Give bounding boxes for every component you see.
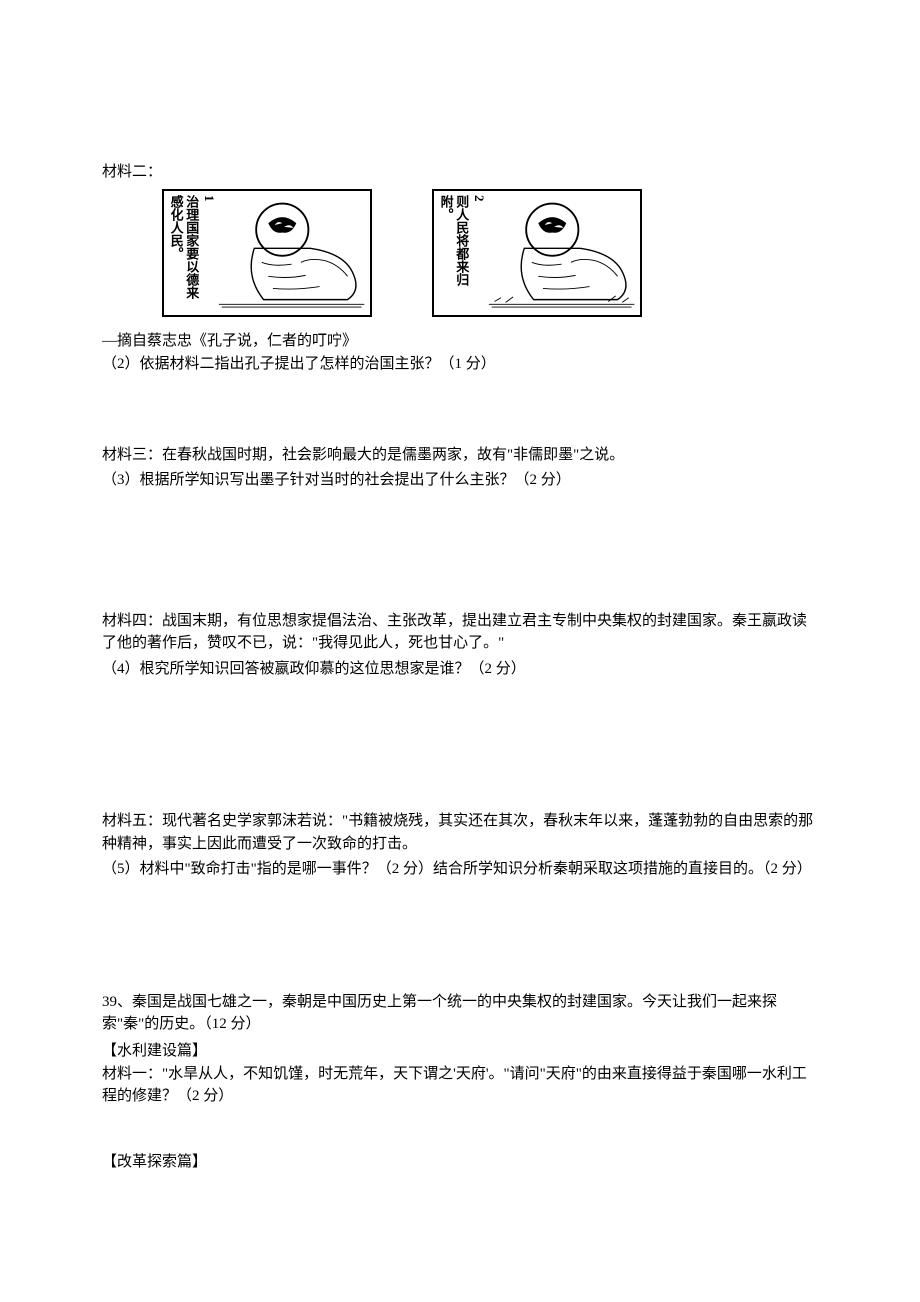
material-3-section: 材料三：在春秋战国时期，社会影响最大的是儒墨两家，故有"非儒即墨"之说。 （3）… (102, 444, 818, 492)
image-2-caption: 则人民将都来归附。 (438, 195, 469, 311)
material-3-text: 材料三：在春秋战国时期，社会影响最大的是儒墨两家，故有"非儒即墨"之说。 (102, 444, 818, 467)
material-2-section: 材料二： 1 治理国家要以德来感化人民。 2 则人民将都来归附。 (102, 160, 818, 376)
material-5-text: 材料五：现代著名史学家郭沫若说："书籍被烧残，其实还在其次，春秋末年以来，蓬蓬勃… (102, 810, 818, 855)
image-1-caption: 治理国家要以德来感化人民。 (168, 195, 199, 311)
confucius-image-2: 2 则人民将都来归附。 (432, 189, 642, 317)
q39-material-1: 材料一："水旱从人，不知饥馑，时无荒年，天下谓之'天府'。"请问"天府"的由来直… (102, 1063, 818, 1108)
material-5-section: 材料五：现代著名史学家郭沫若说："书籍被烧残，其实还在其次，春秋末年以来，蓬蓬勃… (102, 810, 818, 881)
reform-section-label: 【改革探索篇】 (102, 1150, 818, 1171)
question-2: （2）依据材料二指出孔子提出了怎样的治国主张？（1 分） (102, 353, 818, 376)
question-39-intro: 39、秦国是战国七雄之一，秦朝是中国历史上第一个统一的中央集权的封建国家。今天让… (102, 991, 818, 1036)
question-4: （4）根究所学知识回答被嬴政仰慕的这位思想家是谁？（2 分） (102, 658, 818, 681)
material-2-label: 材料二： (102, 160, 818, 181)
material-2-images: 1 治理国家要以德来感化人民。 2 则人民将都来归附。 (162, 189, 818, 317)
image-2-number: 2 (471, 195, 487, 202)
material-2-citation: —摘自蔡志忠《孔子说，仁者的叮咛》 (102, 329, 818, 350)
confucius-figure-2-icon (487, 195, 636, 311)
question-5: （5）材料中"致命打击"指的是哪一事件？（2 分）结合所学知识分析秦朝采取这项措… (102, 858, 818, 881)
question-39-section: 39、秦国是战国七雄之一，秦朝是中国历史上第一个统一的中央集权的封建国家。今天让… (102, 991, 818, 1171)
image-1-number: 1 (201, 195, 217, 202)
question-3: （3）根据所学知识写出墨子针对当时的社会提出了什么主张？（2 分） (102, 469, 818, 492)
confucius-figure-1-icon (217, 195, 366, 311)
confucius-image-1: 1 治理国家要以德来感化人民。 (162, 189, 372, 317)
water-section-label: 【水利建设篇】 (102, 1039, 818, 1060)
image-2-text: 2 则人民将都来归附。 (438, 195, 487, 311)
material-4-text: 材料四：战国末期，有位思想家提倡法治、主张改革，提出建立君主专制中央集权的封建国… (102, 610, 818, 655)
image-1-text: 1 治理国家要以德来感化人民。 (168, 195, 217, 311)
material-4-section: 材料四：战国末期，有位思想家提倡法治、主张改革，提出建立君主专制中央集权的封建国… (102, 610, 818, 681)
